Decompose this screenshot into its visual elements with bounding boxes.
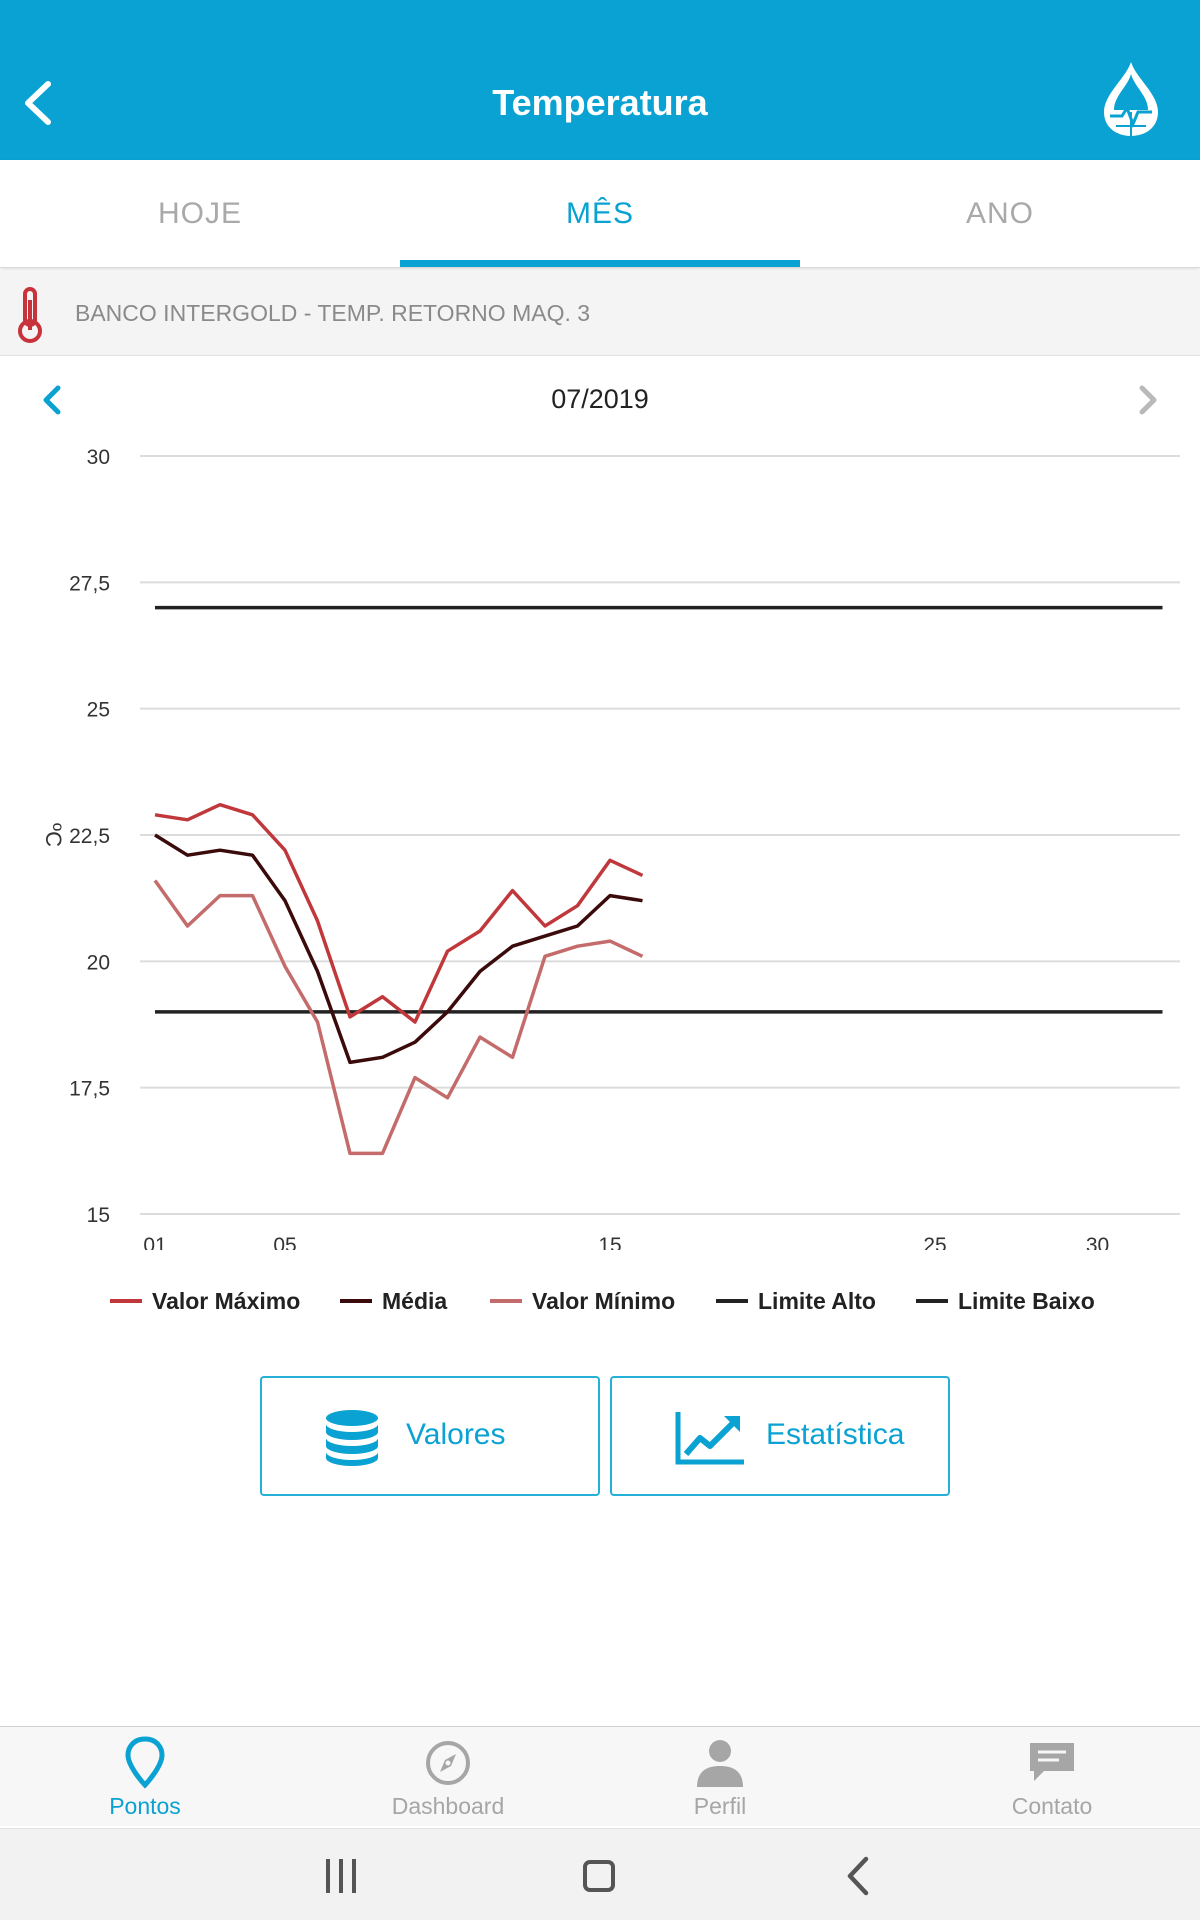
legend-swatch [340,1298,372,1303]
estatistica-button[interactable]: Estatística [610,1376,950,1496]
nav-label-contato: Contato [1011,1793,1093,1819]
thermometer-icon [18,287,42,343]
nav-item-pontos[interactable]: Pontos [0,1727,295,1827]
period-tabs: HOJE MÊS ANO [0,160,1200,268]
legend-item-media: Média [340,1288,447,1322]
water-drop-logo-icon [1104,62,1158,136]
chevron-right-icon[interactable] [1134,384,1162,416]
y-tick-label: 17,5 [69,1078,110,1101]
nav-item-perfil[interactable]: Perfil [570,1727,870,1827]
legend-item-limite-alto: Limite Alto [716,1288,876,1322]
tab-mes[interactable]: MÊS [565,197,634,230]
nav-item-dashboard[interactable]: Dashboard [298,1727,598,1827]
estatistica-label: Estatística [766,1418,905,1451]
y-tick-label: 30 [87,446,110,469]
legend-label: Valor Mínimo [532,1288,676,1314]
page-title: Temperatura [492,82,708,123]
user-icon [697,1740,743,1787]
nav-label-dashboard: Dashboard [391,1793,505,1819]
system-back-icon[interactable] [834,1851,884,1901]
legend-swatch [110,1298,142,1303]
system-navigation-bar [0,1828,1200,1920]
x-tick-label: 30 [1086,1234,1109,1250]
active-tab-indicator [400,260,800,267]
month-label: 07/2019 [551,384,649,414]
bottom-navigation: Pontos Dashboard Perfil Contato [0,1726,1200,1826]
sensor-name: BANCO INTERGOLD - TEMP. RETORNO MAQ. 3 [75,300,591,326]
x-tick-label: 05 [273,1234,296,1250]
legend-item-limite-baixo: Limite Baixo [916,1288,1095,1322]
x-tick-label: 15 [598,1234,621,1250]
legend-item-valor-maximo: Valor Máximo [110,1288,300,1322]
legend-label: Limite Baixo [958,1288,1095,1314]
sensor-header: BANCO INTERGOLD - TEMP. RETORNO MAQ. 3 [0,270,1200,356]
database-icon [326,1410,378,1466]
temperature-chart: 30 27,5 25 22,5 20 17,5 15 ºC 01 05 15 25 30 [41,446,1180,1250]
legend-label: Média [382,1288,448,1314]
chart-legend: Valor Máximo Média Valor Mínimo Limite A… [0,1288,1200,1322]
legend-swatch [490,1298,522,1303]
series-line-valor-maximo [154,802,644,1024]
recents-icon[interactable] [316,1851,366,1901]
legend-label: Limite Alto [758,1288,876,1314]
month-selector: 07/2019 [0,370,1200,430]
back-arrow-icon[interactable] [14,70,64,136]
compass-icon [426,1741,470,1785]
x-tick-label: 25 [923,1234,946,1250]
legend-swatch [916,1298,948,1303]
nav-item-contato[interactable]: Contato [902,1727,1200,1827]
y-axis-label: ºC [41,823,66,847]
y-tick-label: 15 [87,1204,110,1227]
nav-label-perfil: Perfil [693,1793,747,1819]
chevron-left-icon[interactable] [38,384,66,416]
series-line-valor-minimo [153,879,644,1156]
nav-label-pontos: Pontos [109,1793,181,1819]
tab-hoje[interactable]: HOJE [157,197,242,230]
legend-item-valor-minimo: Valor Mínimo [490,1288,675,1322]
message-icon [1030,1743,1074,1781]
tab-ano[interactable]: ANO [965,197,1034,230]
y-tick-label: 20 [87,951,110,974]
legend-label: Valor Máximo [152,1288,301,1314]
app-bar: Temperatura [0,0,1200,160]
y-tick-label: 27,5 [69,572,110,595]
legend-swatch [716,1298,748,1303]
home-icon[interactable] [574,1851,624,1901]
location-pin-icon [125,1736,165,1789]
valores-label: Valores [406,1418,506,1451]
series-line-media [154,833,643,1065]
trending-chart-icon [675,1412,744,1465]
valores-button[interactable]: Valores [260,1376,600,1496]
y-tick-label: 22,5 [69,825,110,848]
y-tick-label: 25 [87,699,110,722]
x-tick-label: 01 [143,1234,166,1250]
